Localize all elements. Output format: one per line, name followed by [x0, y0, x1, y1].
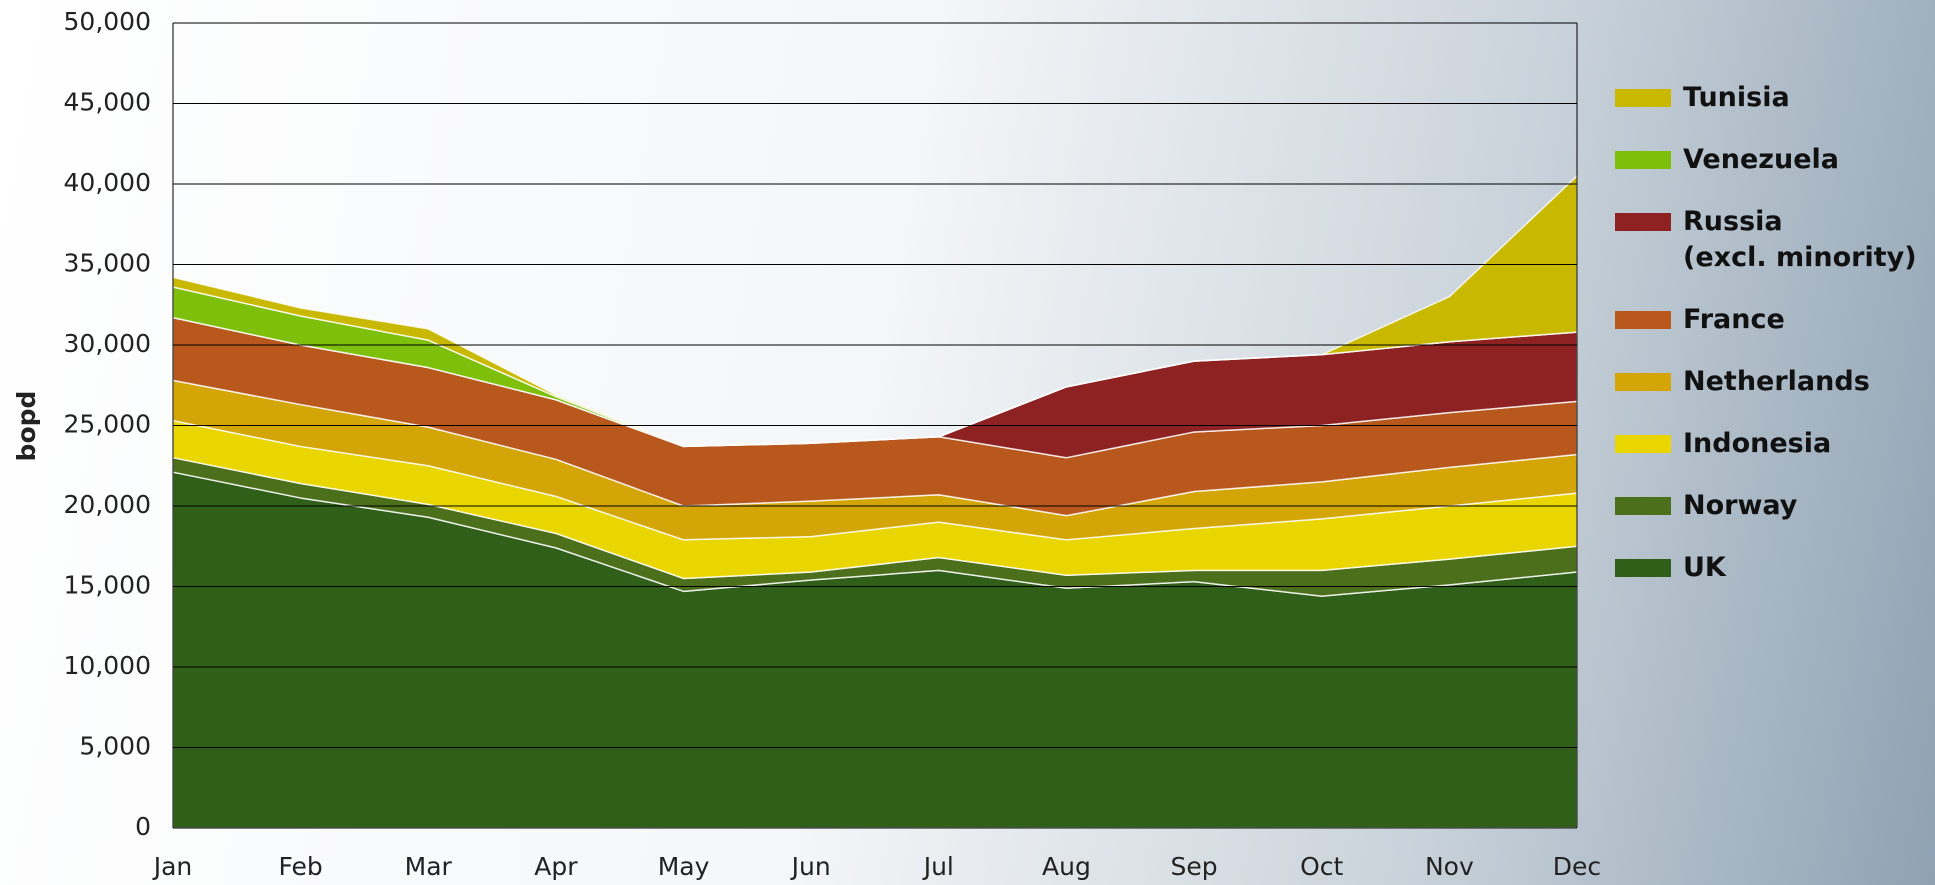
- legend-swatch: [1615, 89, 1671, 107]
- y-tick-label: 0: [135, 812, 151, 841]
- legend-item: Tunisia: [1615, 80, 1917, 116]
- x-tick-label: Jul: [922, 852, 954, 881]
- y-tick-label: 50,000: [64, 7, 151, 36]
- y-tick-label: 10,000: [64, 651, 151, 680]
- x-tick-label: Oct: [1300, 852, 1343, 881]
- x-tick-label: Nov: [1425, 852, 1474, 881]
- legend-label: Indonesia: [1683, 428, 1832, 459]
- legend-item: Russia (excl. minority): [1615, 204, 1917, 276]
- legend-item: Venezuela: [1615, 142, 1917, 178]
- y-tick-label: 35,000: [64, 249, 151, 278]
- x-tick-label: Apr: [534, 852, 578, 881]
- y-tick-label: 15,000: [64, 571, 151, 600]
- y-tick-label: 25,000: [64, 410, 151, 439]
- y-tick-label: 30,000: [64, 329, 151, 358]
- x-tick-label: Feb: [279, 852, 323, 881]
- legend-item: Indonesia: [1615, 426, 1917, 462]
- legend-label: Tunisia: [1683, 82, 1790, 113]
- y-tick-label: 40,000: [64, 168, 151, 197]
- y-tick-label: 5,000: [79, 732, 151, 761]
- x-tick-label: Dec: [1553, 852, 1601, 881]
- y-axis-label: bopd: [12, 391, 41, 462]
- legend-label: Netherlands: [1683, 366, 1870, 397]
- legend-swatch: [1615, 311, 1671, 329]
- legend-swatch: [1615, 435, 1671, 453]
- legend-item: Norway: [1615, 488, 1917, 524]
- legend-swatch: [1615, 497, 1671, 515]
- legend-swatch: [1615, 373, 1671, 391]
- legend: Tunisia Venezuela Russia (excl. minority) F…: [1615, 80, 1917, 612]
- legend-item: UK: [1615, 550, 1917, 586]
- x-tick-label: May: [658, 852, 710, 881]
- x-tick-label: Jan: [152, 852, 193, 881]
- legend-item: Netherlands: [1615, 364, 1917, 400]
- x-tick-label: Sep: [1171, 852, 1218, 881]
- legend-label: Venezuela: [1683, 144, 1839, 175]
- y-tick-label: 45,000: [64, 88, 151, 117]
- x-tick-label: Aug: [1042, 852, 1091, 881]
- legend-swatch: [1615, 213, 1671, 231]
- legend-label: Russia (excl. minority): [1683, 206, 1917, 273]
- legend-swatch: [1615, 559, 1671, 577]
- legend-item: France: [1615, 302, 1917, 338]
- x-tick-label: Jun: [790, 852, 831, 881]
- legend-label: France: [1683, 304, 1785, 335]
- legend-label: UK: [1683, 552, 1726, 583]
- legend-label: Norway: [1683, 490, 1798, 521]
- legend-swatch: [1615, 151, 1671, 169]
- y-tick-label: 20,000: [64, 490, 151, 519]
- x-tick-label: Mar: [405, 852, 453, 881]
